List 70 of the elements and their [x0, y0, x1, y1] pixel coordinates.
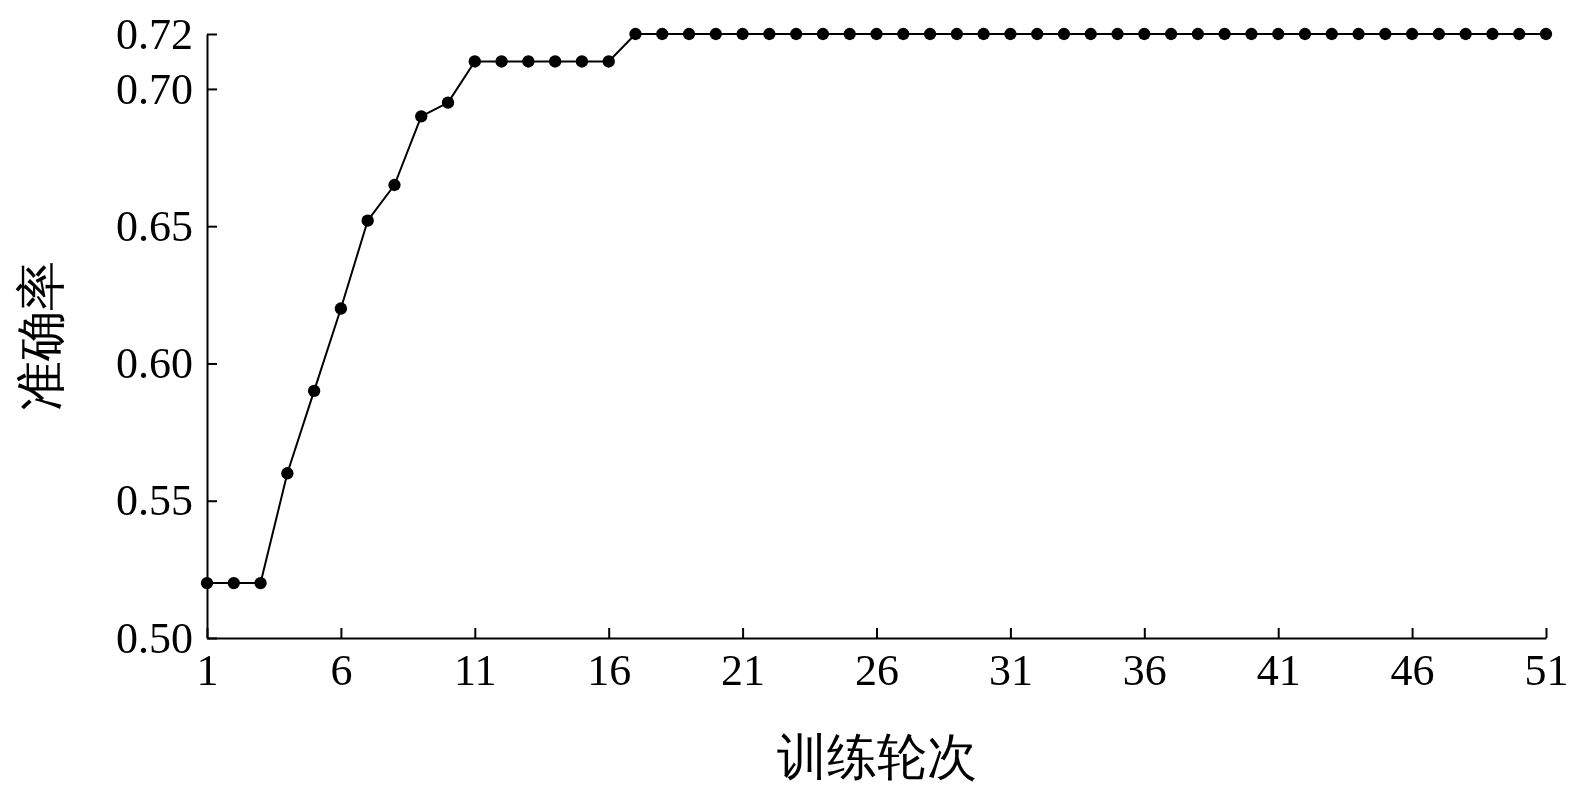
point: [254, 576, 267, 590]
y-tick-label: 0.60: [116, 339, 193, 389]
y-tick-label: 0.55: [116, 476, 193, 526]
point: [1459, 27, 1472, 41]
point: [388, 178, 401, 192]
point: [1245, 27, 1258, 41]
point: [656, 27, 669, 41]
point: [1084, 27, 1097, 41]
point: [1432, 27, 1446, 41]
point: [1298, 27, 1312, 41]
y-tick-label: 0.70: [116, 64, 193, 114]
x-tick-label: 6: [330, 646, 353, 696]
x-tick-label: 51: [1524, 646, 1569, 696]
point: [200, 576, 214, 590]
point: [870, 27, 883, 41]
point: [897, 27, 910, 41]
point: [736, 27, 749, 41]
point: [1191, 27, 1205, 41]
x-tick-label: 11: [454, 646, 497, 696]
y-tick-label: 0.65: [116, 201, 193, 251]
point: [1004, 27, 1017, 41]
y-tick-label: 0.50: [116, 613, 193, 663]
point: [843, 27, 856, 41]
point: [709, 27, 722, 41]
point: [1486, 27, 1499, 41]
point: [495, 55, 508, 68]
point: [575, 55, 589, 68]
point: [1379, 27, 1392, 41]
point: [1031, 27, 1044, 41]
point: [1218, 27, 1231, 41]
point: [468, 55, 481, 68]
x-tick-label: 46: [1390, 646, 1435, 696]
point: [1325, 27, 1338, 41]
point: [522, 55, 535, 68]
y-axis-title: 准确率: [13, 261, 69, 411]
point: [361, 214, 374, 227]
point: [1272, 27, 1285, 41]
point: [281, 467, 294, 480]
x-tick-label: 21: [721, 646, 766, 696]
point: [1138, 27, 1151, 41]
point: [923, 27, 937, 41]
x-tick-label: 41: [1256, 646, 1301, 696]
point: [1405, 27, 1419, 41]
point: [789, 27, 803, 41]
point: [629, 27, 642, 41]
point: [1164, 27, 1178, 41]
x-tick-label: 16: [587, 646, 632, 696]
point: [1513, 27, 1526, 41]
point: [441, 96, 455, 109]
y-tick-label: 0.72: [116, 9, 193, 59]
point: [1057, 27, 1071, 41]
x-tick-label: 26: [855, 646, 899, 696]
point: [1539, 27, 1553, 41]
point: [682, 27, 696, 41]
point: [977, 27, 990, 41]
point: [950, 27, 964, 41]
x-tick-label: 36: [1122, 646, 1167, 696]
point: [816, 27, 830, 41]
x-axis-title: 训练轮次: [776, 729, 977, 785]
point: [334, 302, 348, 315]
point: [763, 27, 776, 41]
point: [548, 55, 562, 68]
x-tick-label: 31: [988, 646, 1033, 696]
point: [1111, 27, 1124, 41]
point: [602, 55, 615, 68]
point: [415, 110, 428, 123]
point: [227, 576, 240, 590]
x-tick-label: 1: [196, 646, 219, 696]
point: [1352, 27, 1365, 41]
point: [307, 384, 321, 398]
